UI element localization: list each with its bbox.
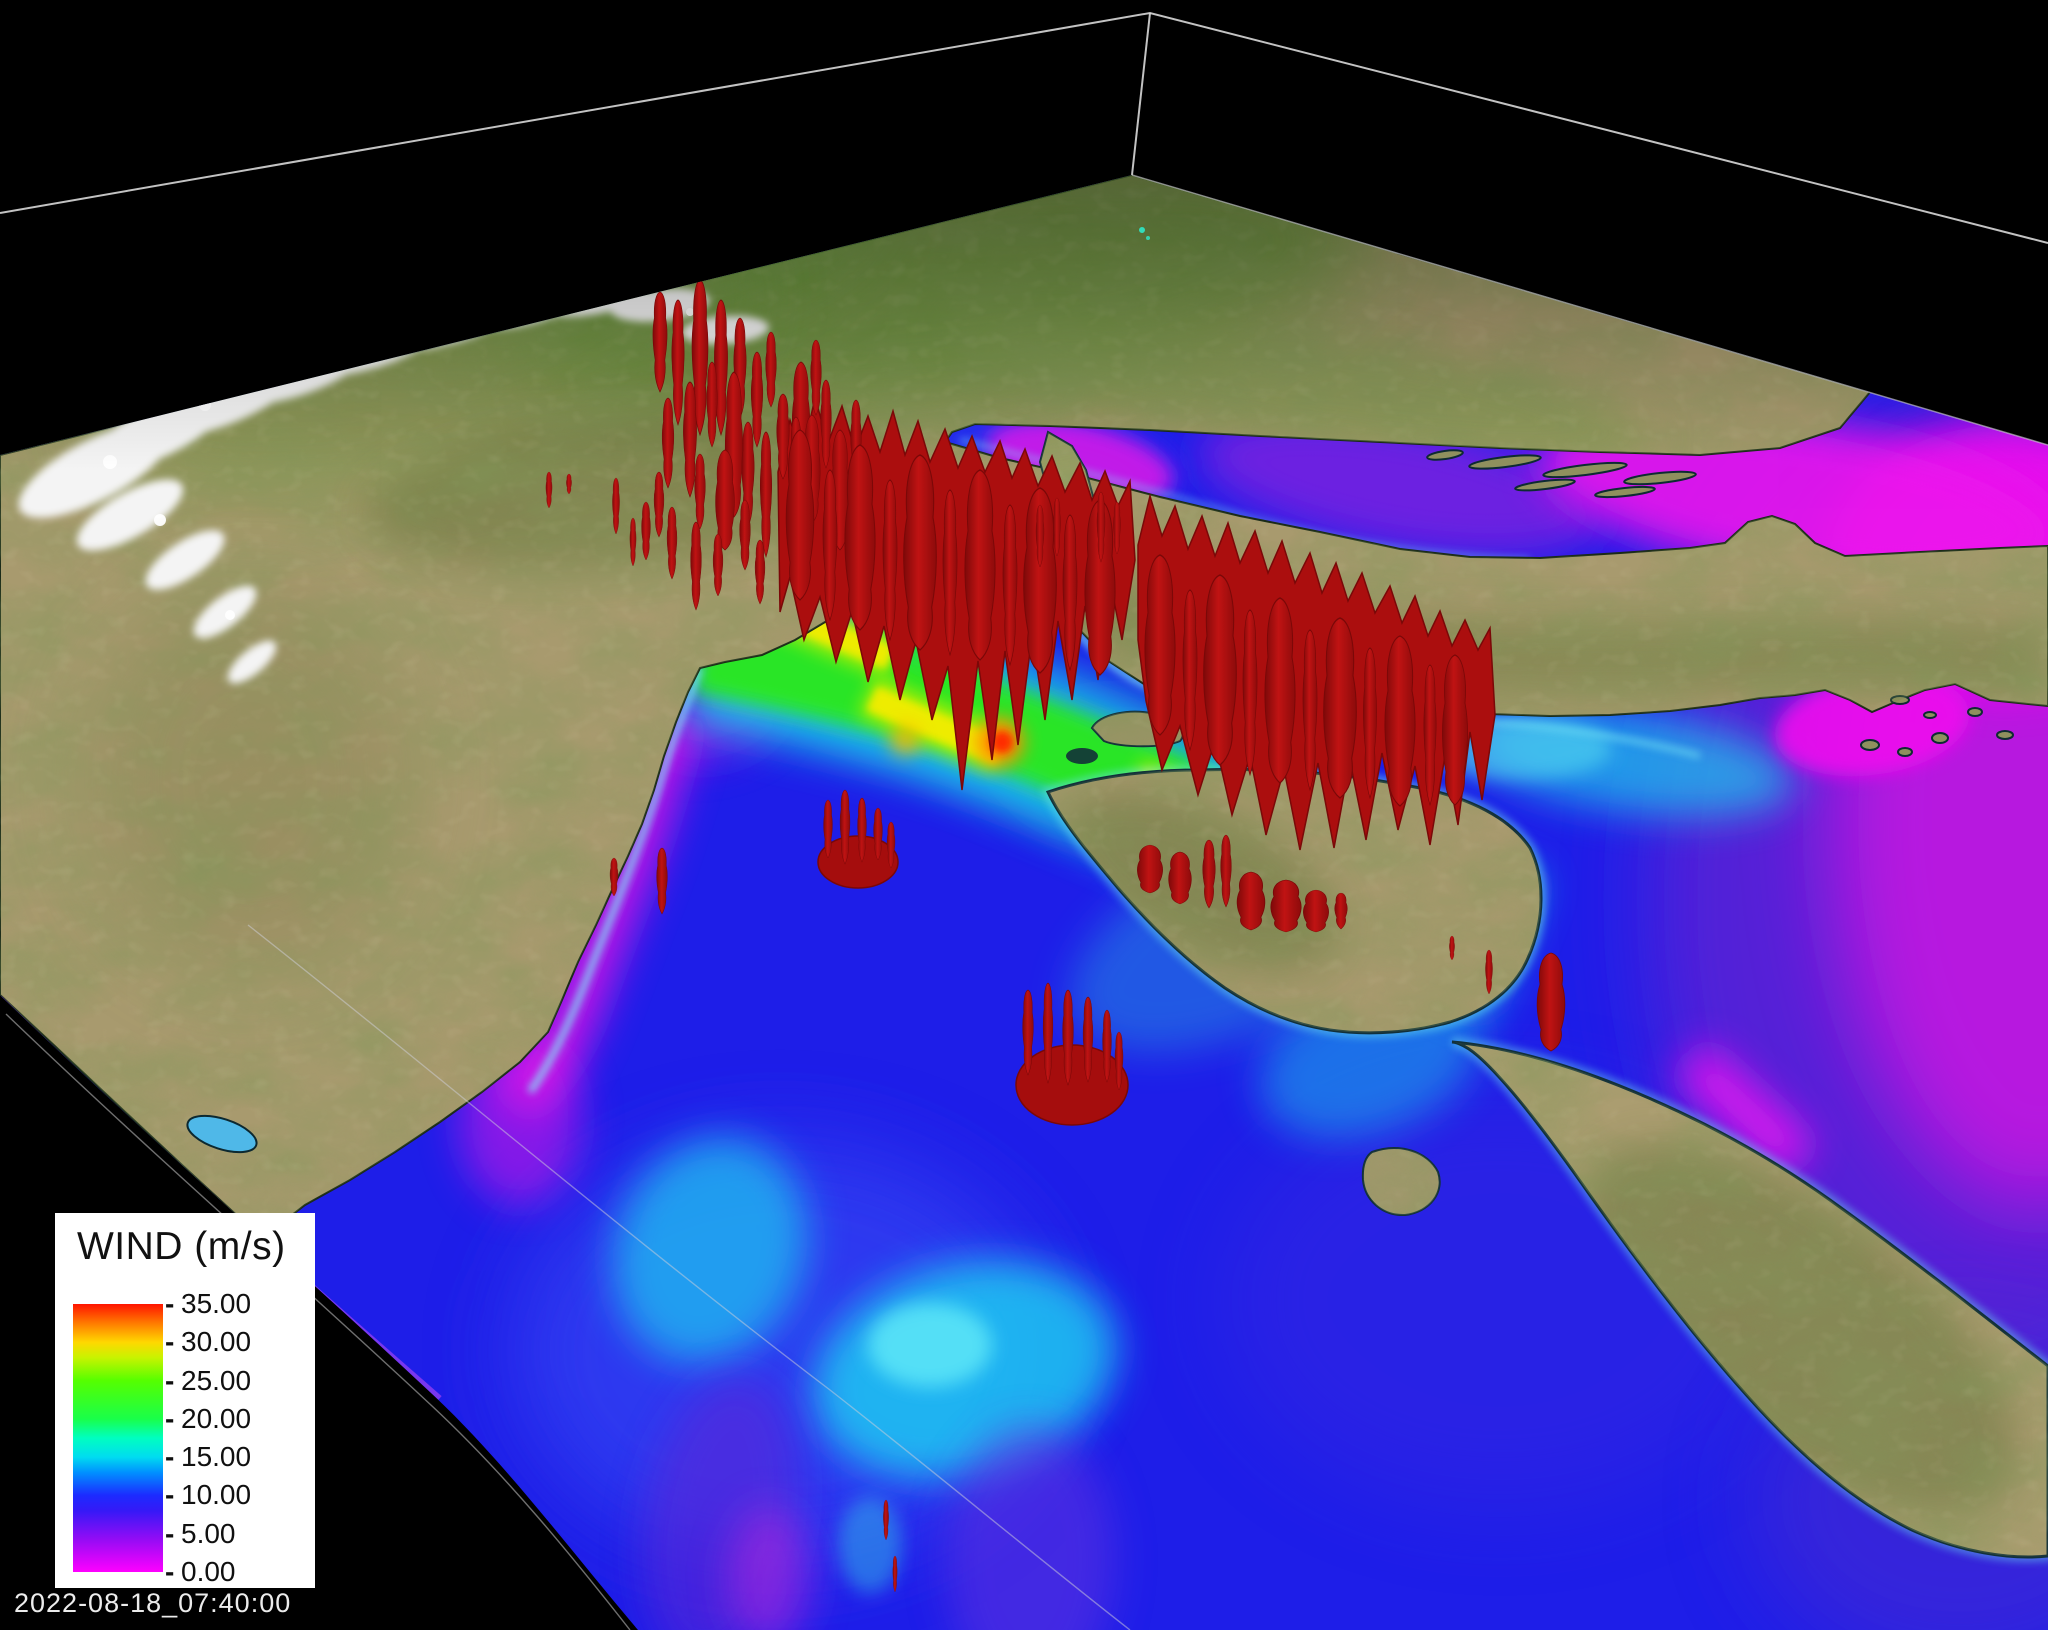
adriatic-islands xyxy=(1426,449,1697,499)
wind-legend[interactable]: WIND (m/s) -35.00 -30.00 -25.00 -20.00 -… xyxy=(55,1213,315,1588)
colorbar-tick: -20.00 xyxy=(165,1403,252,1434)
colorbar-tick: -35.00 xyxy=(165,1288,252,1319)
bounding-box-wireframe xyxy=(0,11,2048,1630)
colorbar-tick: -0.00 xyxy=(165,1556,236,1587)
colorbar-tick: -25.00 xyxy=(165,1365,252,1396)
convective-cells xyxy=(545,279,1566,1593)
colorbar-tick: -10.00 xyxy=(165,1479,252,1510)
colorbar-tick: -15.00 xyxy=(165,1441,252,1472)
sea-grid-line xyxy=(247,924,1131,1630)
colorbar-tick: -30.00 xyxy=(165,1326,252,1357)
colorbar-tick: -5.00 xyxy=(165,1518,236,1549)
timestamp: 2022-08-18_07:40:00 xyxy=(14,1588,292,1618)
legend-title: WIND (m/s) xyxy=(77,1225,286,1268)
colorbar-gradient xyxy=(73,1304,163,1572)
box-bottom-edge-line xyxy=(5,1013,631,1630)
coastal-lagoon xyxy=(186,1114,258,1154)
